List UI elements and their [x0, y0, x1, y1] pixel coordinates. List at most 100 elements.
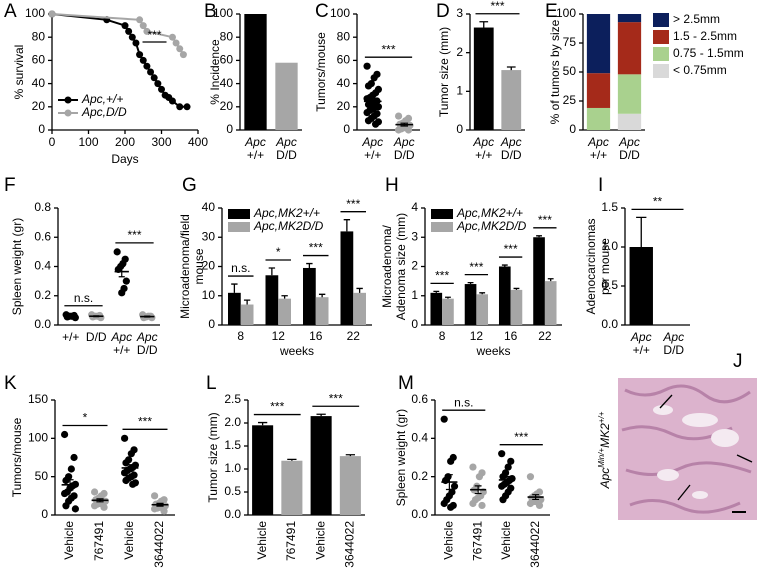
- y-tick-label: 1.0: [224, 461, 241, 475]
- bar: [281, 460, 303, 515]
- survival-point: [139, 56, 147, 64]
- significance-label: n.s.: [454, 395, 473, 409]
- x-tick-label-line: +/+: [364, 148, 381, 162]
- bar: [265, 275, 279, 325]
- y-axis-title: Adenocarcinomas: [584, 218, 598, 314]
- legend-label: Apc,MK2+/+: [456, 206, 523, 220]
- image-label-part: Min/+: [597, 448, 606, 468]
- y-tick-label: 60: [337, 53, 351, 67]
- histology-image: [618, 378, 757, 520]
- survival-point: [48, 10, 56, 18]
- x-tick-label: Apc +/+: [361, 135, 383, 162]
- data-point: [62, 502, 70, 510]
- x-axis-title: weeks: [475, 344, 510, 358]
- legend-label: 1.5 - 2.5mm: [673, 29, 737, 43]
- y-tick-label: 0: [226, 122, 233, 136]
- x-tick-label: Apc +/+: [630, 330, 652, 357]
- bar: [476, 294, 489, 325]
- x-tick-label: Vehicle: [122, 521, 136, 560]
- error-bar: [343, 219, 351, 232]
- bar: [442, 298, 454, 325]
- legend-marker: [64, 96, 72, 104]
- error-bar: [318, 293, 326, 298]
- y-tick-label: 0: [38, 122, 45, 136]
- panel-letter: H: [385, 175, 399, 196]
- sem-bar: [93, 315, 100, 318]
- y-tick-label: 20: [337, 99, 351, 113]
- bar: [353, 292, 366, 325]
- sem-bar: [96, 498, 104, 503]
- survival-point: [150, 74, 158, 82]
- error-bar: [501, 264, 508, 267]
- error-bar: [243, 299, 251, 305]
- gland: [657, 469, 679, 481]
- survival-point: [176, 45, 184, 53]
- data-point: [499, 496, 507, 504]
- image-label-part: MK2: [598, 423, 612, 448]
- y-tick-label: 50: [563, 64, 577, 78]
- x-tick-label-line: D/D: [501, 148, 522, 162]
- data-point: [148, 314, 156, 322]
- x-tick-label: 8: [439, 329, 446, 343]
- x-tick-label: 8: [237, 329, 244, 343]
- y-tick-label: 1.5: [224, 438, 241, 452]
- y-axis-title: Adenoma size (mm): [394, 213, 408, 320]
- bar: [252, 425, 274, 515]
- y-tick-label: 40: [32, 76, 46, 90]
- error-bar: [316, 413, 326, 417]
- y-tick-label: 20: [220, 99, 234, 113]
- bar: [340, 231, 354, 325]
- y-axis-title: per mouse: [598, 238, 612, 295]
- bar: [510, 289, 523, 325]
- data-point: [450, 482, 459, 490]
- significance-label: ***: [381, 42, 395, 56]
- sem-bar: [503, 475, 511, 485]
- survival-point: [147, 68, 155, 76]
- x-tick-label-line: D/D: [137, 343, 158, 357]
- sem-bar: [532, 494, 540, 501]
- data-point: [363, 95, 371, 103]
- legend-swatch: [653, 13, 669, 27]
- x-tick-label-line: D/D: [619, 148, 640, 162]
- bar: [315, 297, 329, 325]
- x-tick-label: Apc +/+: [472, 135, 494, 162]
- error-bar: [467, 281, 474, 285]
- image-label-part: +/+: [597, 411, 606, 423]
- error-bar: [479, 21, 489, 28]
- significance-label: ***: [346, 197, 360, 211]
- x-tick-label-line: Apc: [110, 330, 132, 344]
- legend-swatch: [228, 222, 250, 232]
- survival-point: [158, 85, 165, 93]
- bar: [544, 281, 557, 325]
- survival-point: [179, 51, 187, 59]
- x-tick-label: +/+: [62, 330, 79, 344]
- survival-point: [143, 27, 151, 35]
- legend-swatch: [431, 209, 453, 219]
- data-point: [404, 126, 413, 134]
- survival-point: [168, 97, 176, 105]
- y-tick-label: 150: [28, 392, 48, 406]
- y-tick-label: 1.0: [601, 239, 618, 253]
- legend-label: Apc,MK2D/D: [456, 219, 527, 233]
- x-tick-label-line: +/+: [247, 148, 264, 162]
- survival-point: [168, 33, 176, 41]
- data-point: [113, 248, 121, 256]
- error-bar: [306, 262, 313, 268]
- data-point: [71, 314, 79, 322]
- data-point: [364, 100, 373, 109]
- data-point: [122, 476, 130, 485]
- survival-point: [172, 39, 180, 47]
- bar-segment: [617, 14, 642, 23]
- y-tick-label: 30: [202, 229, 216, 243]
- significance-label: ***: [127, 228, 141, 242]
- y-tick-label: 0.2: [34, 288, 51, 302]
- x-tick-label-line: Apc: [393, 135, 415, 149]
- data-point: [440, 499, 448, 508]
- panel-letter: B: [204, 1, 217, 22]
- y-tick-label: 100: [25, 6, 45, 20]
- x-tick-label-line: Apc: [361, 135, 383, 149]
- x-axis-title: Days: [111, 152, 138, 166]
- significance-label: ***: [538, 213, 552, 227]
- error-bar: [281, 295, 288, 299]
- bar-segment: [586, 107, 611, 130]
